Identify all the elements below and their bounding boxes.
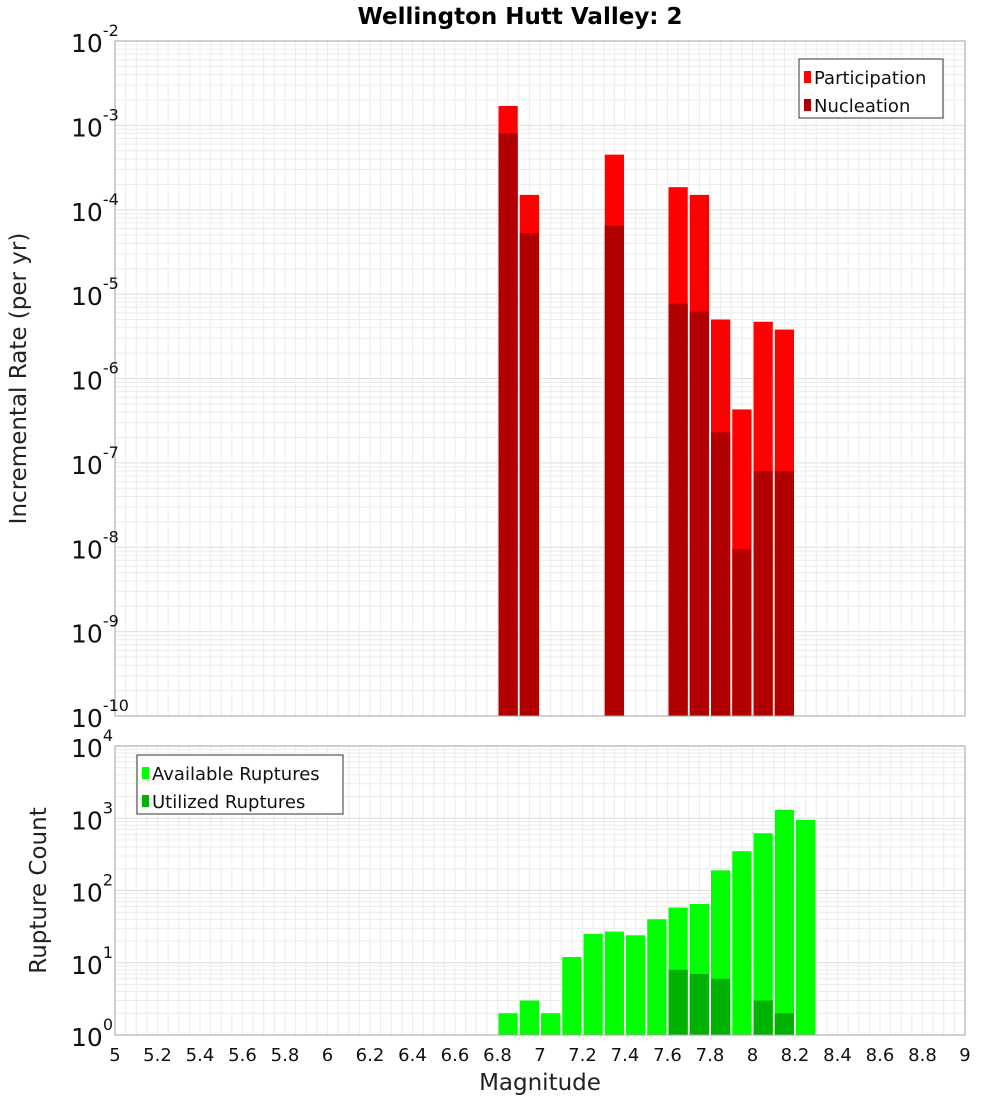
chart-title: Wellington Hutt Valley: 2 <box>357 4 682 30</box>
legend-box <box>798 58 944 119</box>
x-tick-label: 6.8 <box>483 1045 512 1066</box>
legend-swatch-participation <box>804 71 811 83</box>
plot-frame <box>114 745 966 1036</box>
series-nucleation <box>498 133 794 717</box>
y-tick-label: 10-3 <box>71 105 119 142</box>
x-tick-label: 7.2 <box>568 1045 597 1066</box>
rupture-count-plot: 100 101 102 103 1 0 4 Rupture Count Available Ru… <box>26 726 971 1096</box>
bar-available-ruptures <box>541 1013 561 1035</box>
bar-available-ruptures <box>647 919 667 1035</box>
x-tick-label: 7 <box>534 1045 545 1066</box>
y-tick-exponent: -6 <box>103 359 119 378</box>
x-tick-label: 7.8 <box>696 1045 725 1066</box>
y-tick-exponent: -8 <box>103 527 119 546</box>
x-axis-label: Magnitude <box>479 1070 601 1096</box>
x-tick-label: 8.2 <box>781 1045 810 1066</box>
x-tick-label: 7.6 <box>653 1045 682 1066</box>
x-tick-label: 5.6 <box>228 1045 257 1066</box>
x-tick-label: 8 <box>747 1045 758 1066</box>
x-tick-label: 5.8 <box>271 1045 300 1066</box>
bar-available-ruptures <box>732 851 752 1035</box>
legend-label-utilized-ruptures: Utilized Ruptures <box>152 792 305 813</box>
bar-nucleation <box>753 471 773 716</box>
bar-nucleation <box>711 432 731 716</box>
y-tick-label: 10-8 <box>71 527 119 564</box>
bar-utilized-ruptures <box>753 1000 773 1035</box>
x-tick-label: 6.6 <box>441 1045 470 1066</box>
y-tick-exponent: -5 <box>103 274 119 293</box>
legend-box <box>136 754 344 815</box>
y-tick-exponent: -10 <box>103 696 129 715</box>
y-axis-label: Incremental Rate (per yr) <box>6 233 32 525</box>
bar-available-ruptures <box>626 935 646 1035</box>
y-tick-exponent: -7 <box>103 443 119 462</box>
y-tick-label: 101 <box>71 943 113 980</box>
bar-utilized-ruptures <box>689 973 709 1035</box>
y-tick-exponent: 4 <box>103 726 113 745</box>
bar-available-ruptures <box>583 933 603 1035</box>
x-tick-label: 7.4 <box>611 1045 640 1066</box>
legend: Available Ruptures Utilized Ruptures <box>136 754 344 815</box>
y-tick-label: 10-4 <box>71 190 119 227</box>
legend-label-participation: Participation <box>814 68 926 89</box>
plot-frame <box>114 40 966 717</box>
bar-utilized-ruptures <box>711 978 731 1035</box>
series-utilized-ruptures <box>668 969 794 1035</box>
y-tick-exponent: -2 <box>103 21 119 40</box>
x-tick-label: 6.4 <box>398 1045 427 1066</box>
x-tick-label: 8.8 <box>908 1045 937 1066</box>
y-tick-label: 10-10 <box>71 696 129 733</box>
bar-available-ruptures <box>753 833 773 1035</box>
bar-nucleation <box>519 233 539 716</box>
grid <box>114 41 966 717</box>
y-tick-label: 102 <box>71 871 113 908</box>
legend-swatch-available-ruptures <box>142 767 149 779</box>
y-tick-exponent: 2 <box>103 871 113 890</box>
bar-available-ruptures <box>796 819 816 1035</box>
y-tick-label: 10-7 <box>71 443 119 480</box>
bar-nucleation <box>774 471 794 716</box>
y-tick-exponent: 1 <box>103 943 113 962</box>
legend-label-available-ruptures: Available Ruptures <box>152 764 320 785</box>
x-tick-label: 5 <box>109 1045 120 1066</box>
x-tick-label: 6.2 <box>356 1045 385 1066</box>
y-tick-label: 10-9 <box>71 612 119 649</box>
y-tick-exponent: -3 <box>103 105 119 124</box>
x-tick-label: 6 <box>322 1045 333 1066</box>
participation-nucleation-plot: 10-10 10-9 10-8 10-7 10-6 10-5 10-4 10-3 10-2 Inc… <box>6 21 966 733</box>
bar-available-ruptures <box>519 1000 539 1035</box>
legend-swatch-nucleation <box>804 99 811 111</box>
bar-available-ruptures <box>774 810 794 1035</box>
bar-utilized-ruptures <box>774 1013 794 1035</box>
x-tick-label: 5.2 <box>143 1045 172 1066</box>
y-tick-label: 10-6 <box>71 359 119 396</box>
bar-nucleation <box>689 311 709 716</box>
y-tick-exponent: 3 <box>103 798 113 817</box>
legend-label-nucleation: Nucleation <box>814 96 910 117</box>
bar-nucleation <box>668 303 688 716</box>
x-tick-label: 8.6 <box>866 1045 895 1066</box>
x-tick-label: 9 <box>959 1045 970 1066</box>
bar-utilized-ruptures <box>668 969 688 1035</box>
legend: Participation Nucleation <box>798 58 944 119</box>
y-tick-label: 10-2 <box>71 21 119 58</box>
bar-nucleation <box>732 549 752 716</box>
x-tick-label: 5.4 <box>186 1045 215 1066</box>
y-tick-exponent: -4 <box>103 190 119 209</box>
bar-nucleation <box>498 133 518 717</box>
y-tick-label: 103 <box>71 798 113 835</box>
y-tick-exponent: -9 <box>103 612 119 631</box>
legend-swatch-utilized-ruptures <box>142 795 149 807</box>
grid <box>114 746 966 1036</box>
x-tick-label: 8.4 <box>823 1045 852 1066</box>
bar-available-ruptures <box>498 1013 518 1035</box>
y-tick-label: 10-5 <box>71 274 119 311</box>
y-tick-exponent: 0 <box>103 1015 113 1034</box>
bar-available-ruptures <box>604 931 624 1035</box>
y-tick-label: 100 <box>71 1015 113 1052</box>
bar-available-ruptures <box>562 957 582 1035</box>
y-axis-label: Rupture Count <box>26 807 52 973</box>
bar-nucleation <box>604 225 624 716</box>
